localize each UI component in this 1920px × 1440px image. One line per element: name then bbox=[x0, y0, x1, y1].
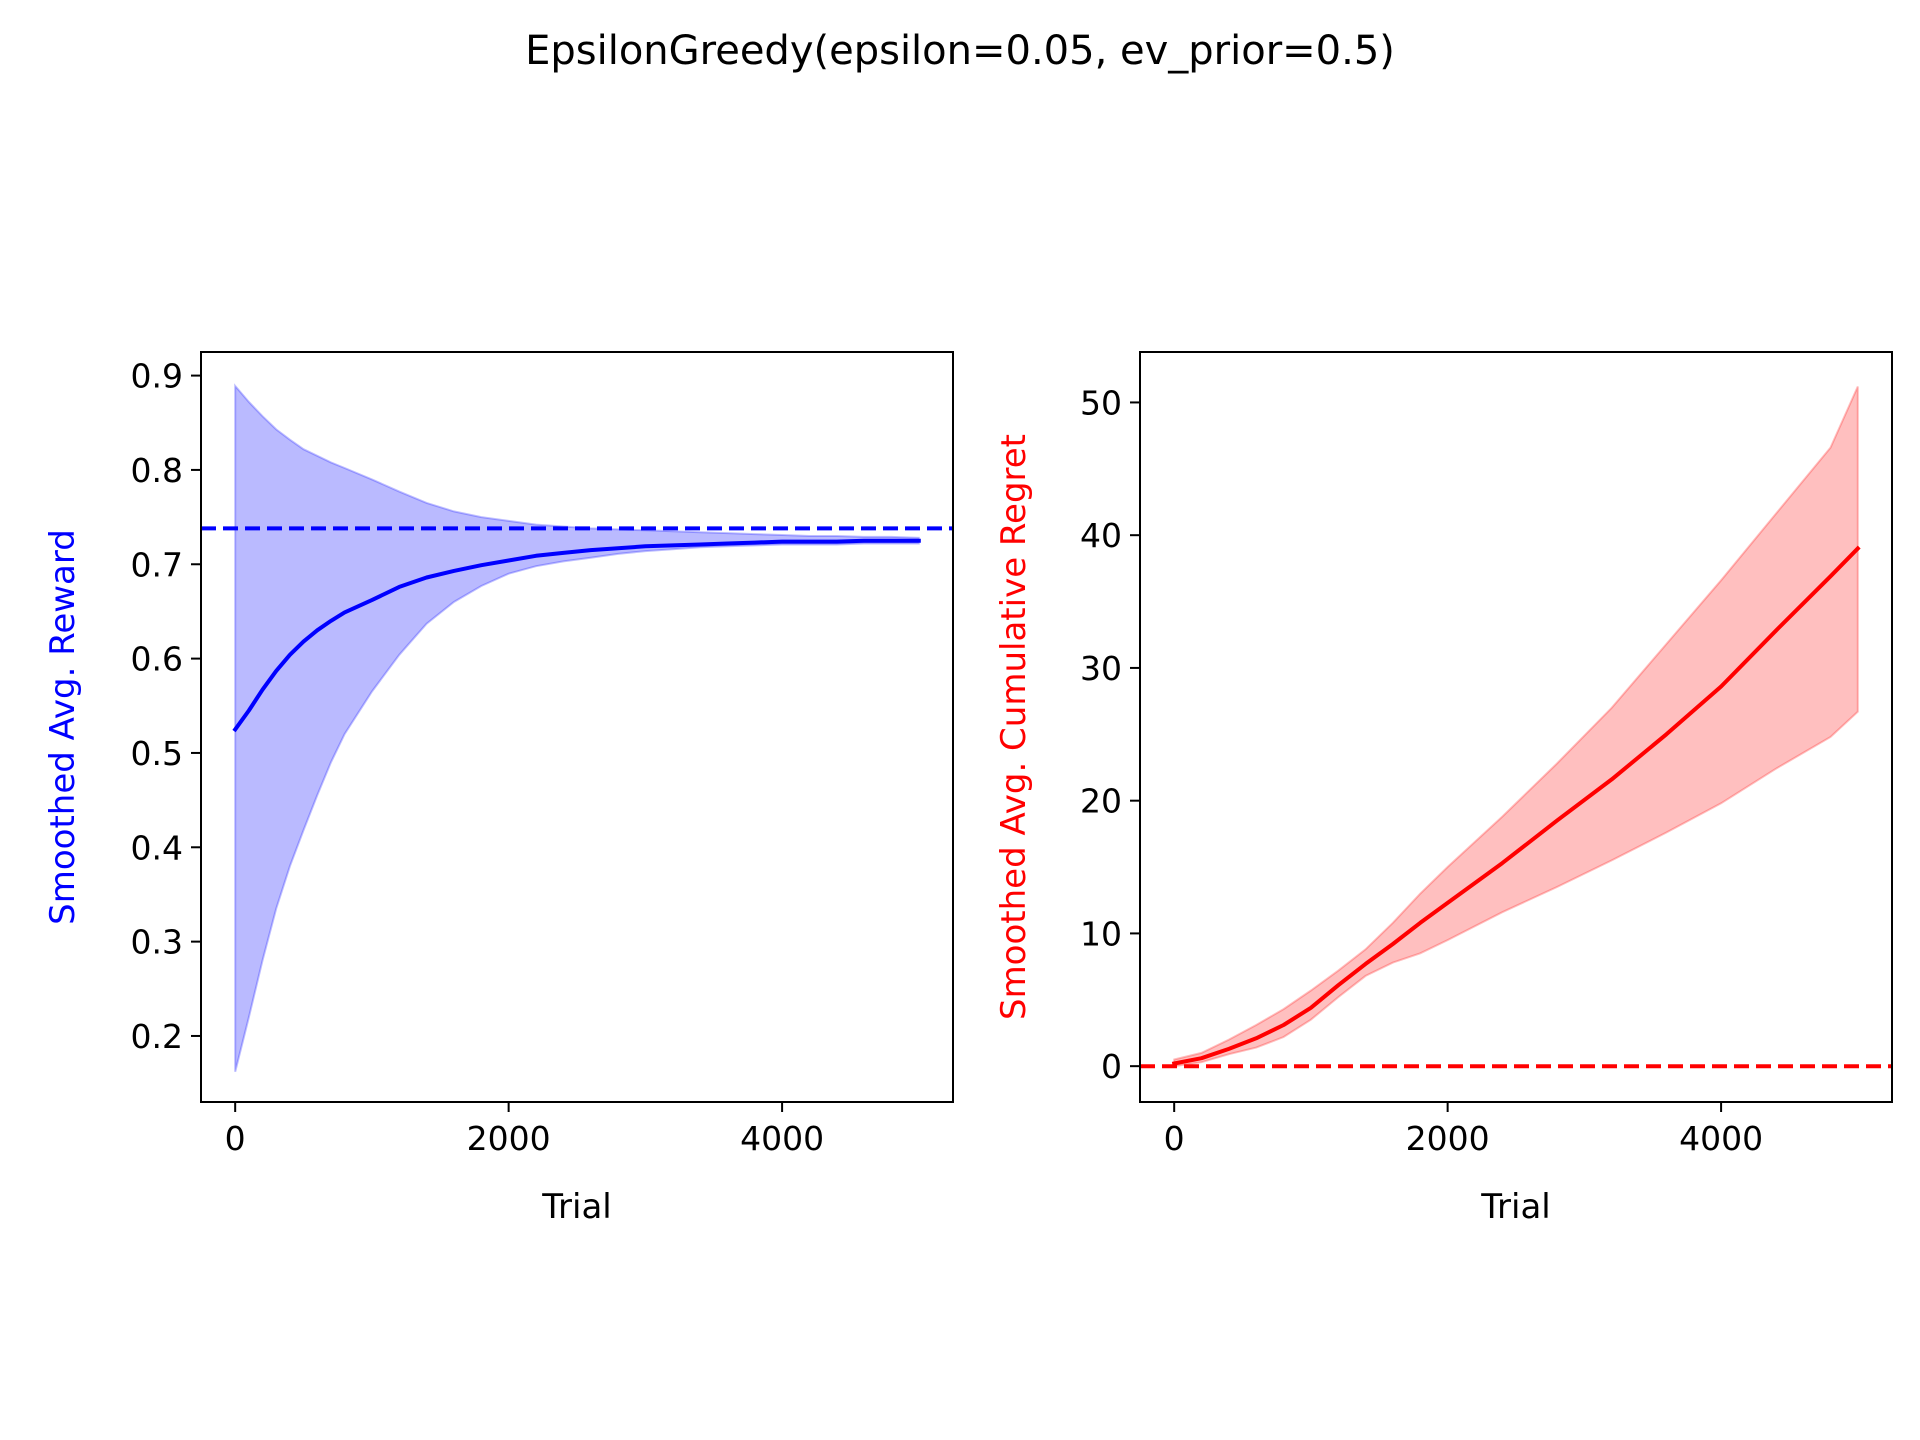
regret-tick-layer: 0 2000 4000 0 10 20 30 40 50 bbox=[1080, 383, 1763, 1158]
regret-xtick-label: 4000 bbox=[1679, 1119, 1763, 1158]
reward-confidence-band bbox=[234, 383, 920, 1073]
reward-axes-frame bbox=[200, 351, 954, 1103]
reward-ytick-label: 0.8 bbox=[131, 451, 183, 490]
reward-ytick-label: 0.7 bbox=[131, 545, 183, 584]
regret-xtick-label: 2000 bbox=[1406, 1119, 1490, 1158]
regret-ytick-label: 10 bbox=[1080, 914, 1122, 953]
regret-ytick-label: 50 bbox=[1080, 383, 1122, 422]
reward-ytick-label: 0.6 bbox=[131, 640, 183, 679]
regret-ytick-label: 40 bbox=[1080, 516, 1122, 555]
reward-tick-layer: 0 2000 4000 0.2 0.3 0.4 0.5 0.6 0.7 0.8 0.9 bbox=[131, 357, 825, 1158]
regret-mean-line bbox=[1171, 545, 1861, 1066]
regret-xlabel: Trial bbox=[1480, 1187, 1550, 1227]
regret-ylabel: Smoothed Avg. Cumulative Regret bbox=[994, 434, 1034, 1020]
regret-plot-layer bbox=[1140, 386, 1892, 1069]
reward-xtick-label: 4000 bbox=[740, 1119, 824, 1158]
regret-axes: 0 2000 4000 0 10 20 30 40 50 Trial Smoothed Avg.… bbox=[994, 351, 1893, 1227]
reward-ylabel: Smoothed Avg. Reward bbox=[43, 529, 83, 925]
reward-mean-line bbox=[232, 538, 921, 733]
reward-xtick-label: 0 bbox=[225, 1119, 246, 1158]
reward-ytick-label: 0.9 bbox=[131, 357, 183, 396]
regret-ytick-label: 20 bbox=[1080, 782, 1122, 821]
figure-title: EpsilonGreedy(epsilon=0.05, ev_prior=0.5… bbox=[525, 28, 1395, 74]
reward-xlabel: Trial bbox=[541, 1187, 611, 1227]
regret-ytick-label: 0 bbox=[1101, 1047, 1122, 1086]
regret-axes-frame bbox=[1139, 351, 1893, 1103]
reward-ytick-label: 0.3 bbox=[131, 923, 183, 962]
reward-plot-layer bbox=[201, 383, 953, 1073]
regret-ytick-label: 30 bbox=[1080, 649, 1122, 688]
regret-confidence-band bbox=[1173, 386, 1859, 1068]
regret-xtick-label: 0 bbox=[1164, 1119, 1185, 1158]
reward-ytick-label: 0.2 bbox=[131, 1017, 183, 1056]
reward-ytick-label: 0.5 bbox=[131, 734, 183, 773]
reward-ytick-label: 0.4 bbox=[131, 828, 183, 867]
reward-xtick-label: 2000 bbox=[467, 1119, 551, 1158]
